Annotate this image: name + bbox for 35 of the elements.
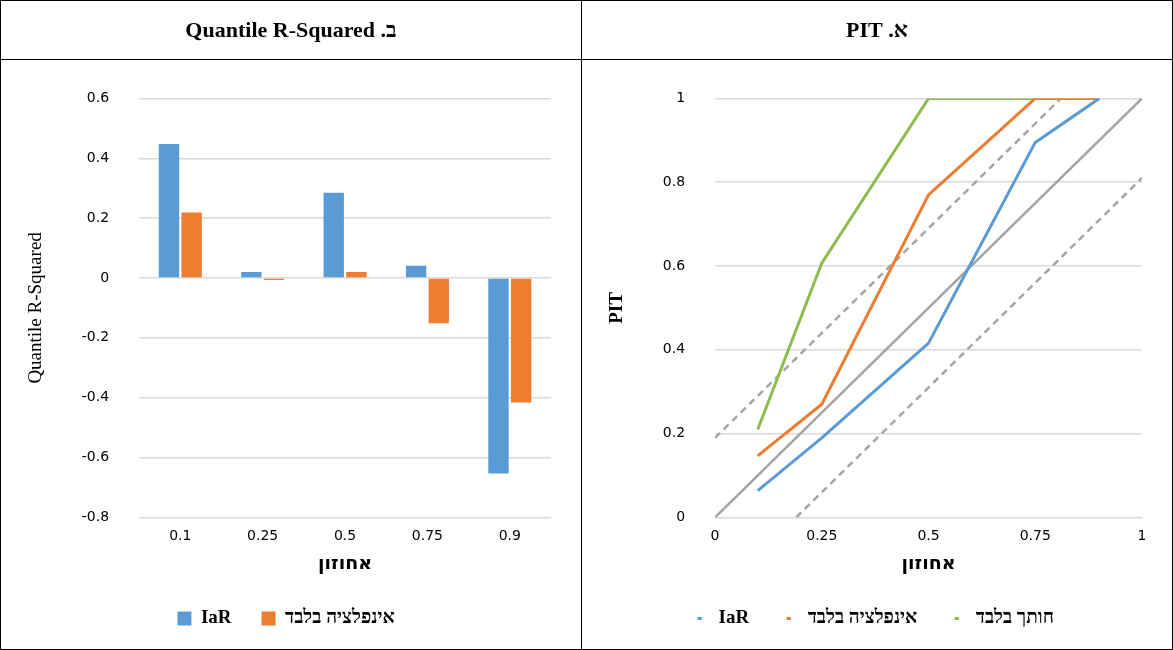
chart-title: ב. Quantile R-Squared — [1, 1, 581, 60]
y-tick-label: -0.8 — [81, 508, 110, 525]
x-axis-title: אחוזון — [318, 550, 373, 574]
x-axis-title: אחוזון — [901, 550, 956, 574]
y-tick-label: -0.2 — [81, 328, 110, 345]
y-tick-label: 0.4 — [86, 148, 110, 165]
legend-label: חותך בלבד — [975, 606, 1054, 628]
y-tick-label: 0.6 — [662, 256, 686, 273]
x-tick-label: 0.5 — [917, 527, 940, 544]
y-tick-label: 1 — [676, 89, 686, 106]
x-tick-label: 1 — [1137, 527, 1147, 544]
x-tick-label: 0.9 — [498, 527, 521, 544]
legend-label: IaR — [718, 606, 750, 628]
y-tick-label: 0 — [676, 508, 686, 525]
y-tick-label: 0.2 — [86, 208, 110, 225]
legend-label: אינפלציה בלבד — [285, 606, 395, 628]
y-tick-label: 0 — [100, 268, 110, 285]
y-axis-title: Quantile R-Squared — [24, 231, 46, 384]
x-tick-label: 0.5 — [333, 527, 357, 544]
y-tick-label: 0.6 — [86, 89, 110, 106]
chart-title: א. PIT — [582, 1, 1172, 60]
legend-label: אינפלציה בלבד — [807, 606, 918, 628]
x-tick-label: 0.1 — [169, 527, 192, 544]
y-tick-label: 0.4 — [662, 340, 686, 357]
y-tick-label: 0.2 — [662, 424, 686, 441]
x-tick-label: 0.75 — [1019, 527, 1051, 544]
y-tick-label: -0.4 — [81, 388, 110, 405]
legend-label: IaR — [200, 606, 232, 628]
y-tick-label: 0.8 — [662, 172, 686, 189]
y-axis-title: PIT — [605, 291, 627, 324]
x-tick-label: 0.75 — [411, 527, 444, 544]
x-tick-label: 0 — [710, 527, 720, 544]
y-tick-label: -0.6 — [81, 448, 110, 465]
x-tick-label: 0.25 — [806, 527, 838, 544]
x-tick-label: 0.25 — [247, 527, 279, 544]
